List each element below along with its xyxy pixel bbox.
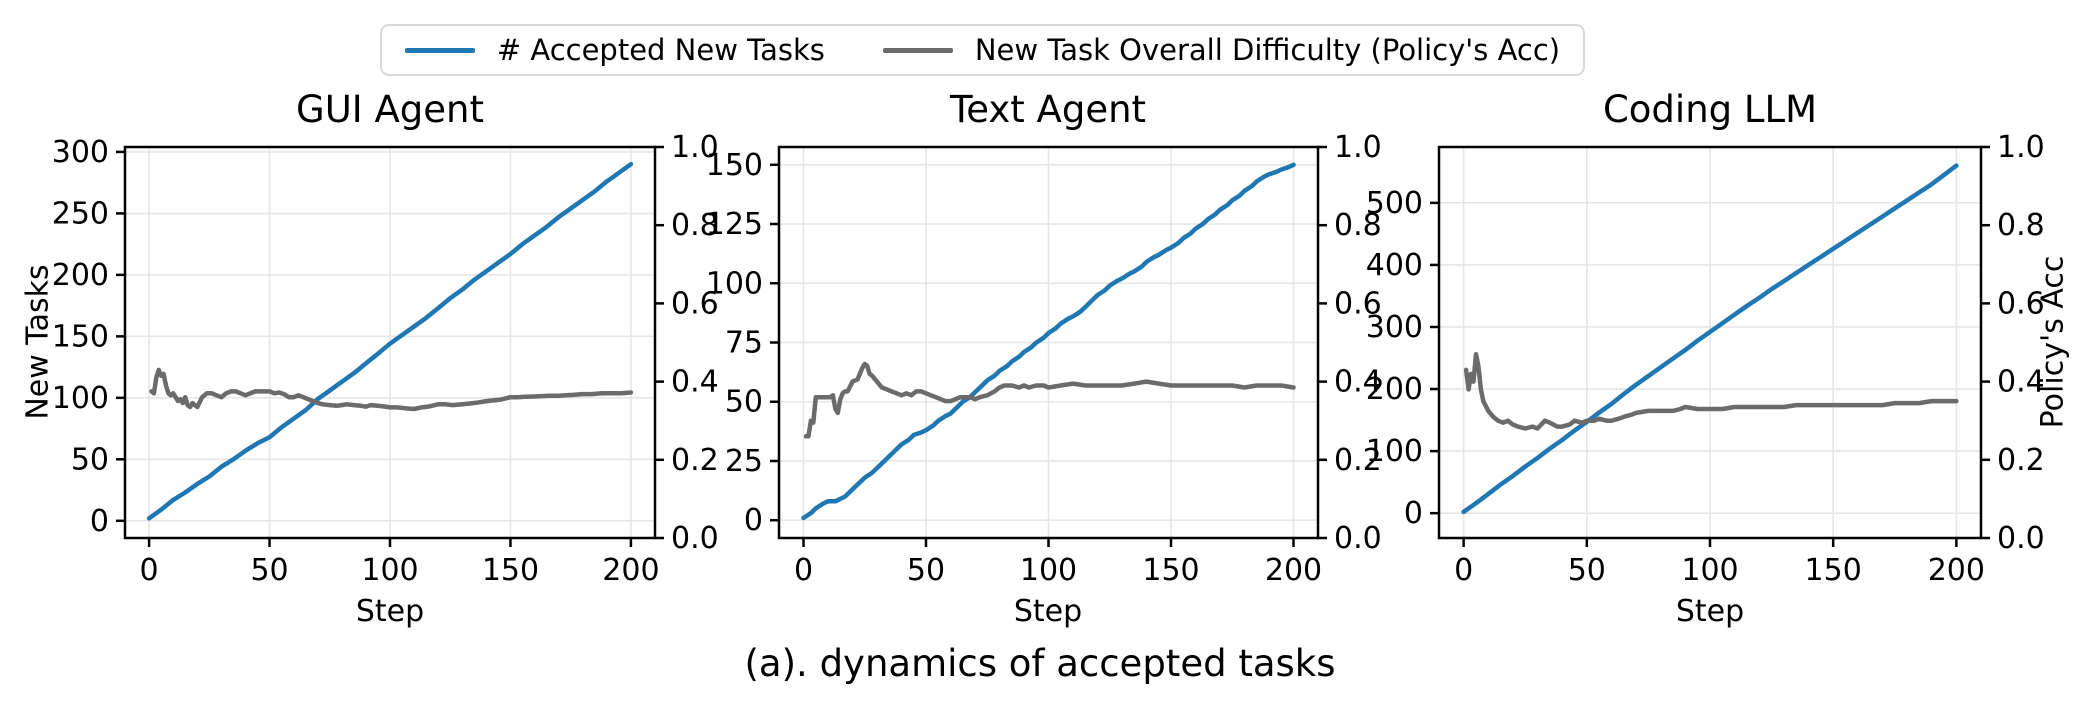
y-tick-label-right: 0.6 [1334,286,1382,321]
x-tick-label: 150 [1142,553,1199,588]
y-tick-label-left: 300 [1366,310,1423,345]
x-tick-label: 200 [1265,553,1322,588]
y-tick-label-left: 0 [744,503,763,538]
y-tick-label-right: 0.2 [671,443,719,478]
y-axis-label-left: New Tasks [20,264,56,420]
x-tick-label: 100 [361,553,418,588]
y-tick-label-left: 300 [52,135,109,170]
y-tick-label-right: 0.6 [671,286,719,321]
legend: # Accepted New Tasks New Task Overall Di… [380,24,1585,76]
y-tick-label-right: 0.8 [1997,208,2045,243]
x-tick-label: 50 [907,553,945,588]
y-tick-label-left: 200 [52,258,109,293]
accepted-tasks-line [801,162,1296,521]
y-tick-label-right: 0.8 [1334,208,1382,243]
legend-label: # Accepted New Tasks [496,33,825,67]
x-axis-label-1: Step [355,594,425,629]
accepted-line-swatch-icon [404,47,475,53]
subplot-title-coding-llm: Coding LLM [1602,88,1818,131]
y-tick-label-left: 150 [52,319,109,354]
y-tick-label-right: 0.6 [1997,286,2045,321]
y-tick-label-left: 0 [90,504,109,539]
y-tick-label-left: 50 [71,442,109,477]
legend-item-difficulty: New Task Overall Difficulty (Policy's Ac… [882,33,1561,67]
x-tick-label: 200 [1928,553,1985,588]
x-tick-label: 50 [250,553,288,588]
y-tick-label-right: 1.0 [671,130,719,165]
y-tick-label-right: 0.4 [1997,365,2045,400]
legend-label: New Task Overall Difficulty (Policy's Ac… [974,33,1561,67]
y-tick-label-right: 0.8 [671,208,719,243]
subplot-title-text-agent: Text Agent [949,88,1147,131]
y-tick-label-right: 1.0 [1334,130,1382,165]
y-tick-label-left: 400 [1366,248,1423,283]
y-tick-label-left: 125 [706,207,763,242]
y-tick-label-right: 0.4 [671,365,719,400]
y-tick-label-left: 100 [52,381,109,416]
y-tick-label-left: 25 [725,444,763,479]
difficulty-line [803,361,1296,439]
y-tick-label-right: 1.0 [1997,130,2045,165]
x-tick-label: 150 [482,553,539,588]
difficulty-line [1463,351,1959,431]
y-tick-label-left: 50 [725,385,763,420]
y-tick-label-right: 0.4 [1334,365,1382,400]
y-tick-label-left: 200 [1366,372,1423,407]
x-tick-label: 100 [1681,553,1738,588]
y-tick-label-left: 150 [706,148,763,183]
y-tick-label-right: 0.2 [1997,443,2045,478]
legend-item-accepted: # Accepted New Tasks [404,33,825,67]
y-tick-label-right: 0.0 [1334,521,1382,556]
y-tick-label-left: 100 [1366,434,1423,469]
x-tick-label: 0 [794,553,813,588]
x-axis-label-3: Step [1675,594,1745,629]
y-tick-label-left: 0 [1404,496,1423,531]
y-axis-label-right: Policy's Acc [2035,255,2071,429]
y-tick-label-right: 0.2 [1334,443,1382,478]
x-tick-label: 150 [1805,553,1862,588]
accepted-tasks-line [146,161,634,521]
y-tick-label-left: 75 [725,326,763,361]
x-tick-label: 200 [602,553,659,588]
y-tick-label-right: 0.0 [1997,521,2045,556]
x-tick-label: 0 [1454,553,1473,588]
figure-caption: (a). dynamics of accepted tasks [744,642,1336,685]
accepted-tasks-line [1461,163,1959,515]
y-tick-label-left: 500 [1366,186,1423,221]
x-tick-label: 50 [1568,553,1606,588]
x-tick-label: 0 [140,553,159,588]
x-axis-label-2: Step [1013,594,1083,629]
subplot-title-gui-agent: GUI Agent [296,88,484,131]
y-tick-label-right: 0.0 [671,521,719,556]
y-tick-label-left: 100 [706,266,763,301]
x-tick-label: 100 [1020,553,1077,588]
difficulty-line [149,367,634,412]
difficulty-line-swatch-icon [882,47,953,53]
y-tick-label-left: 250 [52,196,109,231]
